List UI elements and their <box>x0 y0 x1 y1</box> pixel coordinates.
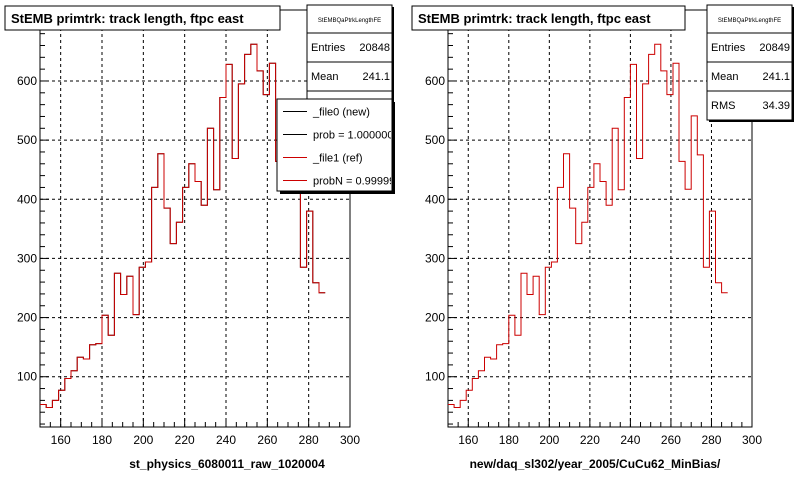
legend-entry-3: _file1 (ref) <box>312 153 363 165</box>
x-tick-label: 300 <box>742 433 762 447</box>
stats-label-entries: Entries <box>711 42 746 54</box>
x-tick-label: 220 <box>580 433 600 447</box>
title-box <box>4 5 281 31</box>
y-tick-label: 500 <box>17 133 37 147</box>
x-axis-label: st_physics_6080011_raw_1020004 <box>129 457 325 471</box>
y-tick-label: 400 <box>425 192 445 206</box>
stats-name: StEMBQaPtrkLengthFE <box>718 18 781 24</box>
y-tick-label: 400 <box>17 192 37 206</box>
x-axis-label: new/daq_sl302/year_2005/CuCu62_MinBias/ <box>470 457 721 471</box>
y-tick-label: 600 <box>425 74 445 88</box>
legend-entries: _file0 (new) prob = 1.000000 _file1 (ref) p… <box>283 107 401 188</box>
x-tick-label: 240 <box>216 433 236 447</box>
stats-name: StEMBQaPtrkLengthFE <box>318 18 381 24</box>
x-tick-label: 280 <box>701 433 721 447</box>
legend-box <box>276 98 393 192</box>
plot-frame <box>447 9 753 428</box>
y-tick-label: 600 <box>17 74 37 88</box>
chart-title: StEMB primtrk: track length, ftpc east <box>418 11 651 26</box>
x-tick-label: 300 <box>340 433 360 447</box>
x-tick-label: 280 <box>299 433 319 447</box>
y-tick-label: 100 <box>425 370 445 384</box>
y-tick-label: 100 <box>17 370 37 384</box>
legend-entry-1: _file0 (new) <box>312 107 370 119</box>
y-tick-label: 200 <box>425 311 445 325</box>
y-tick-label: 300 <box>17 251 37 265</box>
stats-value-rms: 34.39 <box>762 100 790 112</box>
x-tick-label: 200 <box>539 433 559 447</box>
plot-frame <box>39 9 351 428</box>
histogram-panel-2: 160 180 200 220 240 260 280 300 100 200 300 400 500 6… <box>411 4 794 471</box>
histogram-panel-1: 160 180 200 220 240 260 280 300 100 200 300 400 500 6… <box>4 4 401 471</box>
stats-label-mean: Mean <box>711 71 739 83</box>
x-tick-label: 180 <box>92 433 112 447</box>
stats-value-mean: 241.1 <box>762 71 790 83</box>
x-tick-label: 160 <box>458 433 478 447</box>
legend-entry-4: probN = 0.999999 <box>313 176 401 188</box>
histogram-series-1 <box>448 43 728 408</box>
stats-label-entries: Entries <box>311 42 346 54</box>
y-tick-label: 500 <box>425 133 445 147</box>
legend-entry-2: prob = 1.000000 <box>313 130 393 142</box>
x-tick-label: 180 <box>499 433 519 447</box>
y-tick-label: 200 <box>17 311 37 325</box>
stats-label-rms: RMS <box>711 100 735 112</box>
x-tick-label: 240 <box>620 433 640 447</box>
x-tick-label: 220 <box>175 433 195 447</box>
x-tick-label: 260 <box>257 433 277 447</box>
chart-title: StEMB primtrk: track length, ftpc east <box>11 11 244 26</box>
x-tick-label: 200 <box>133 433 153 447</box>
x-tick-label: 260 <box>661 433 681 447</box>
y-tick-label: 300 <box>425 251 445 265</box>
x-tick-label: 160 <box>51 433 71 447</box>
stats-value-entries: 20849 <box>759 42 790 54</box>
histogram-series-2 <box>40 43 326 408</box>
stats-value-mean: 241.1 <box>362 71 390 83</box>
title-box <box>411 5 686 31</box>
legend: _file0 (new) prob = 1.000000 _file1 (ref) p… <box>276 98 401 194</box>
stats-value-entries: 20848 <box>359 42 390 54</box>
stats-label-mean: Mean <box>311 71 339 83</box>
